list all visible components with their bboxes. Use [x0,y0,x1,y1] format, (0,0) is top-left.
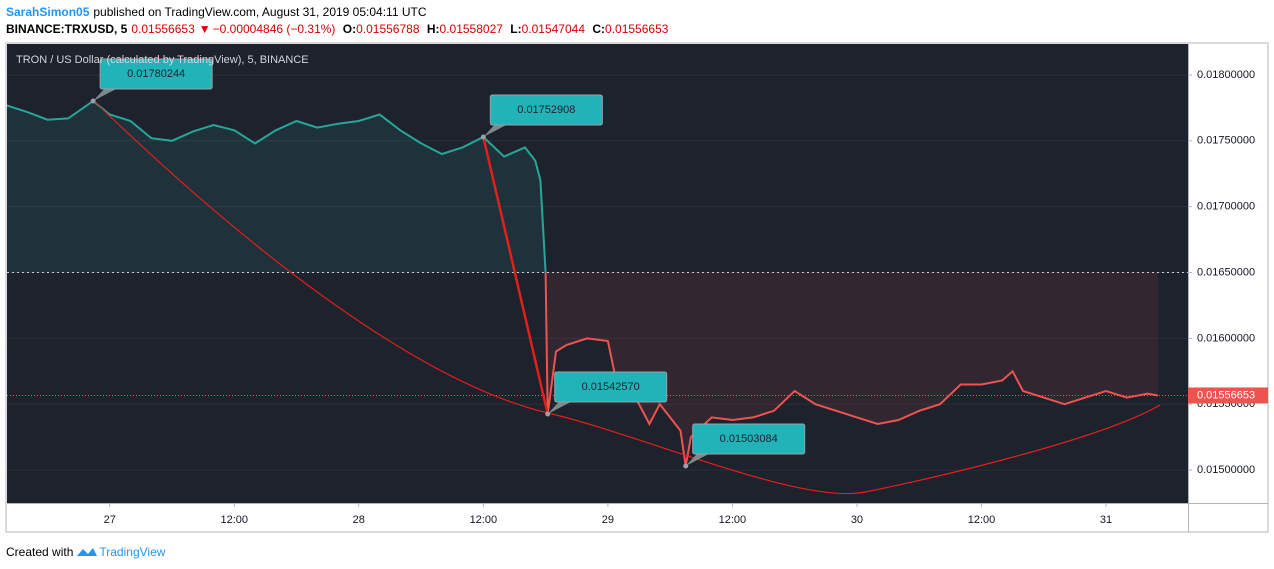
callout-point [480,134,486,140]
brand[interactable]: TradingView [99,545,166,559]
symbol-line: BINANCE:TRXUSD, 5 0.01556653 ▼ −0.00004846 … [6,22,672,36]
callout-label: 0.01542570 [582,381,640,393]
x-tick-label: 27 [104,514,116,526]
trend-line [482,136,549,415]
callout-pointer [93,88,117,101]
created-with: Created with [6,545,74,559]
callout-label: 0.01752908 [517,104,575,116]
callout-label: 0.01780244 [127,68,185,80]
line-up [7,99,547,273]
callout-box [99,58,213,90]
callout-box [692,423,806,455]
footer: Created with TradingView [6,544,165,559]
last-price-label: 0.01556653 [1197,389,1255,401]
y-tick-label: 0.01800000 [1197,69,1255,81]
x-tick-label: 12:00 [221,514,249,526]
chart-legend: TRON / US Dollar (calculated by TradingV… [16,54,309,66]
last: 0.01556653 [131,22,195,36]
header-line: SarahSimon05 published on TradingView.com… [6,5,431,19]
x-tick-label: 12:00 [470,514,498,526]
callout-label: 0.01503084 [720,433,778,445]
down-arrow: ▼ [198,22,211,36]
l-key: L: [510,22,522,36]
x-tick-label: 29 [602,514,614,526]
x-tick-label: 12:00 [968,514,996,526]
tv-logo [77,548,98,556]
o-value: 0.01556788 [356,22,420,36]
c-key: C: [592,22,606,36]
callout-point [683,463,689,469]
callout-pointer [547,402,571,415]
change: −0.00004846 (−0.31%) [212,22,336,36]
y-tick-label: 0.01600000 [1197,332,1255,344]
c-value: 0.01556653 [605,22,669,36]
x-tick-label: 31 [1100,514,1112,526]
author[interactable]: SarahSimon05 [6,5,90,19]
callout-pointer [483,124,507,137]
x-tick-label: 30 [851,514,863,526]
callout-box [554,371,668,403]
x-tick-label: 12:00 [719,514,747,526]
y-tick-label: 0.01650000 [1197,266,1255,278]
h-value: 0.01558027 [439,22,503,36]
o-key: O: [342,22,357,36]
l-value: 0.01547044 [521,22,585,36]
x-tick-label: 28 [353,514,365,526]
callout-pointer [685,454,709,467]
line-down [544,272,1159,467]
callout-box [489,94,603,126]
last-price-box [1188,387,1268,404]
published: published on TradingView.com, August 31,… [93,5,427,19]
area-down [545,272,1158,466]
y-tick-label: 0.01700000 [1197,201,1255,213]
y-tick-label: 0.01750000 [1197,135,1255,147]
y-tick-label: 0.01500000 [1197,464,1255,476]
symbol: BINANCE:TRXUSD, 5 [6,22,128,36]
callout-point [90,98,96,104]
callout-point [545,411,551,417]
h-key: H: [426,22,440,36]
trend-arc [92,99,1161,495]
area-up [7,101,1158,273]
